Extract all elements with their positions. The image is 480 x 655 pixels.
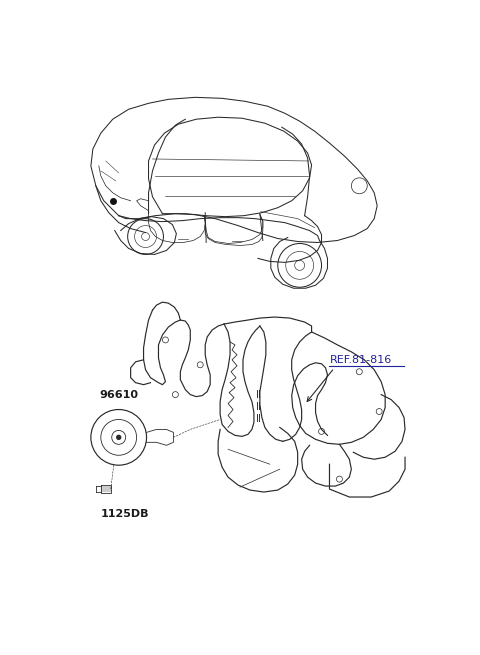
Circle shape	[117, 436, 120, 440]
Text: 96610: 96610	[99, 390, 138, 400]
Text: REF.81-816: REF.81-816	[329, 355, 392, 365]
Text: 1125DB: 1125DB	[101, 509, 149, 519]
